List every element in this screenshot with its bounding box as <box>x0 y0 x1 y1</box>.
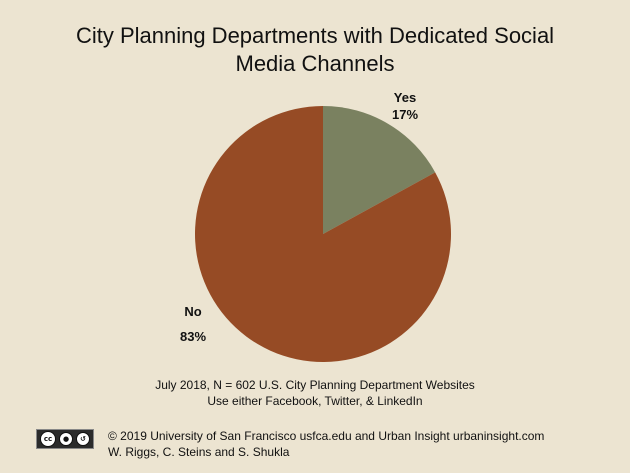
chart-note-line-1: July 2018, N = 602 U.S. City Planning De… <box>155 378 475 392</box>
chart-note: July 2018, N = 602 U.S. City Planning De… <box>0 377 630 409</box>
slice-label-no: No <box>184 304 201 319</box>
copyright-line: © 2019 University of San Francisco usfca… <box>108 429 545 443</box>
pie-slice-yes <box>323 106 436 234</box>
share-alike-icon: ↺ <box>76 432 90 446</box>
slice-label-yes: Yes <box>394 90 416 105</box>
pie-slice-no <box>194 106 451 363</box>
chart-note-line-2: Use either Facebook, Twitter, & LinkedIn <box>207 394 423 408</box>
slice-value-no: 83% <box>180 329 206 344</box>
authors-line: W. Riggs, C. Steins and S. Shukla <box>108 445 290 459</box>
attribution-icon: ● <box>59 432 73 446</box>
chart-title-line-2: Media Channels <box>235 51 395 76</box>
creative-commons-by-sa-icon: cc ● ↺ <box>36 429 94 449</box>
copyright-footer: © 2019 University of San Francisco usfca… <box>108 428 544 460</box>
chart-title-line-1: City Planning Departments with Dedicated… <box>75 23 555 48</box>
chart-title: City Planning Departments with Dedicated… <box>0 22 630 78</box>
slice-value-yes: 17% <box>392 107 418 122</box>
cc-icon: cc <box>40 431 56 447</box>
